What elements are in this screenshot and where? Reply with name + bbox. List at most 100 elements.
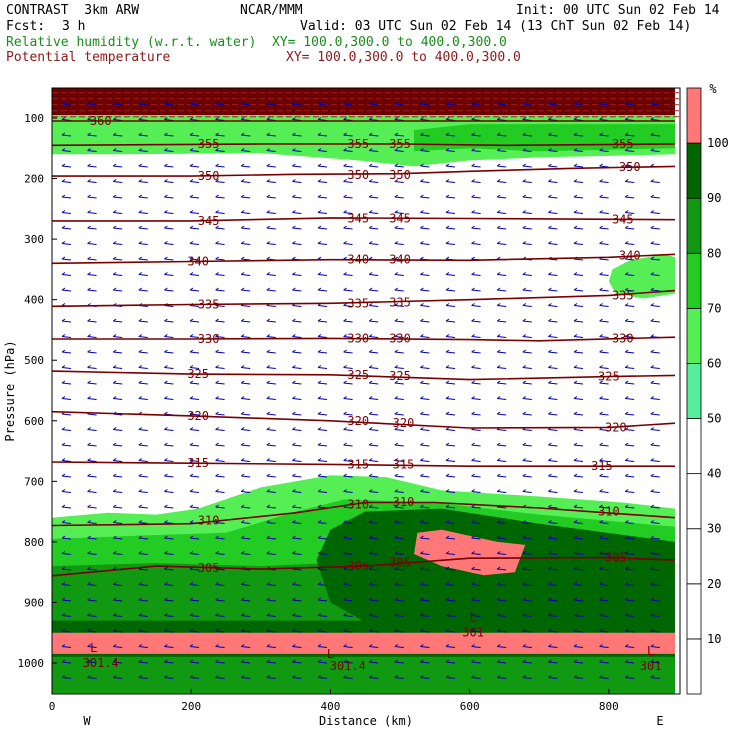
wind-vector <box>625 491 635 493</box>
wind-arrowhead <box>650 101 655 105</box>
wind-arrowhead <box>317 148 322 151</box>
wind-vector <box>625 258 635 261</box>
wind-arrowhead <box>368 272 373 275</box>
wind-arrowhead <box>343 318 347 322</box>
wind-vector <box>625 289 635 292</box>
wind-vector <box>317 553 328 555</box>
wind-vector <box>266 274 276 276</box>
wind-arrowhead <box>445 132 450 136</box>
theta-label: 335 <box>347 296 369 310</box>
wind-arrowhead <box>215 504 219 508</box>
wind-vector <box>292 429 302 431</box>
wind-vector <box>420 289 430 292</box>
wind-vector <box>445 150 456 152</box>
wind-vector <box>471 243 481 245</box>
wind-arrowhead <box>368 628 373 632</box>
wind-arrowhead <box>394 473 399 477</box>
wind-vector <box>369 599 379 602</box>
wind-vector <box>215 506 225 509</box>
wind-arrowhead <box>266 628 271 632</box>
wind-arrowhead <box>445 659 450 663</box>
wind-arrowhead <box>624 613 629 616</box>
wind-vector <box>241 165 251 168</box>
wind-arrowhead <box>61 272 66 275</box>
wind-arrowhead <box>522 365 527 368</box>
wind-arrowhead <box>112 473 117 477</box>
wind-arrowhead <box>420 101 424 105</box>
wind-vector <box>394 274 404 276</box>
wind-arrowhead <box>368 566 373 570</box>
wind-arrowhead <box>496 380 501 384</box>
wind-arrowhead <box>471 194 475 198</box>
wind-vector <box>548 475 558 478</box>
wind-vector <box>599 150 609 152</box>
theta-contour <box>52 253 676 265</box>
wind-vector <box>599 181 609 183</box>
wind-arrowhead <box>87 287 91 291</box>
wind-vector <box>420 491 430 493</box>
wind-vector <box>292 134 302 137</box>
wind-arrowhead <box>394 225 399 229</box>
wind-vector <box>548 537 558 540</box>
wind-arrowhead <box>164 318 168 322</box>
wind-vector <box>317 584 328 586</box>
wind-vector <box>625 103 635 106</box>
wind-arrowhead <box>624 504 629 508</box>
wind-vector <box>266 661 276 664</box>
wind-arrowhead <box>394 659 399 663</box>
wind-arrowhead <box>471 442 475 446</box>
wind-arrowhead <box>599 504 603 508</box>
wind-arrowhead <box>292 427 296 430</box>
wind-vector <box>138 181 148 183</box>
wind-arrowhead <box>368 675 373 678</box>
wind-arrowhead <box>343 551 347 554</box>
wind-arrowhead <box>240 101 245 105</box>
wind-vector <box>445 413 456 416</box>
wind-arrowhead <box>471 551 475 554</box>
wind-arrowhead <box>471 303 475 306</box>
wind-arrowhead <box>164 380 168 384</box>
wind-vector <box>343 537 353 540</box>
wind-vector <box>369 460 379 462</box>
wind-vector <box>369 382 379 385</box>
wind-arrowhead <box>650 566 655 570</box>
wind-vector <box>497 181 507 183</box>
wind-arrowhead <box>420 613 424 616</box>
theta-label: 330 <box>612 331 634 345</box>
wind-vector <box>215 103 225 106</box>
wind-arrowhead <box>138 489 143 492</box>
wind-arrowhead <box>445 489 450 492</box>
x-tick-label: 800 <box>599 700 619 713</box>
wind-arrowhead <box>164 644 168 647</box>
wind-arrowhead <box>368 241 373 244</box>
wind-arrowhead <box>164 334 168 337</box>
wind-arrowhead <box>445 675 450 678</box>
wind-arrowhead <box>215 132 219 136</box>
theta-contour <box>52 370 676 381</box>
wind-arrowhead <box>61 117 66 120</box>
wind-arrowhead <box>189 411 194 415</box>
wind-vector <box>138 103 148 106</box>
wind-vector <box>650 429 660 431</box>
wind-arrowhead <box>650 442 655 446</box>
wind-vector <box>548 522 558 524</box>
wind-arrowhead <box>624 256 629 260</box>
wind-arrowhead <box>343 132 347 136</box>
wind-arrowhead <box>292 535 296 539</box>
wind-arrowhead <box>317 210 322 213</box>
wind-arrowhead <box>420 241 424 244</box>
wind-vector <box>369 615 379 617</box>
wind-vector <box>369 506 379 509</box>
wind-arrowhead <box>573 101 578 105</box>
wind-arrowhead <box>496 566 501 570</box>
wind-arrowhead <box>266 551 271 554</box>
wind-arrowhead <box>650 458 655 461</box>
colorbar-swatch <box>686 583 702 640</box>
wind-arrowhead <box>292 241 296 244</box>
wind-arrowhead <box>240 380 245 384</box>
wind-arrowhead <box>599 148 603 151</box>
wind-vector <box>497 475 507 478</box>
wind-arrowhead <box>471 628 475 632</box>
wind-arrowhead <box>112 349 117 353</box>
wind-vector <box>317 522 328 524</box>
